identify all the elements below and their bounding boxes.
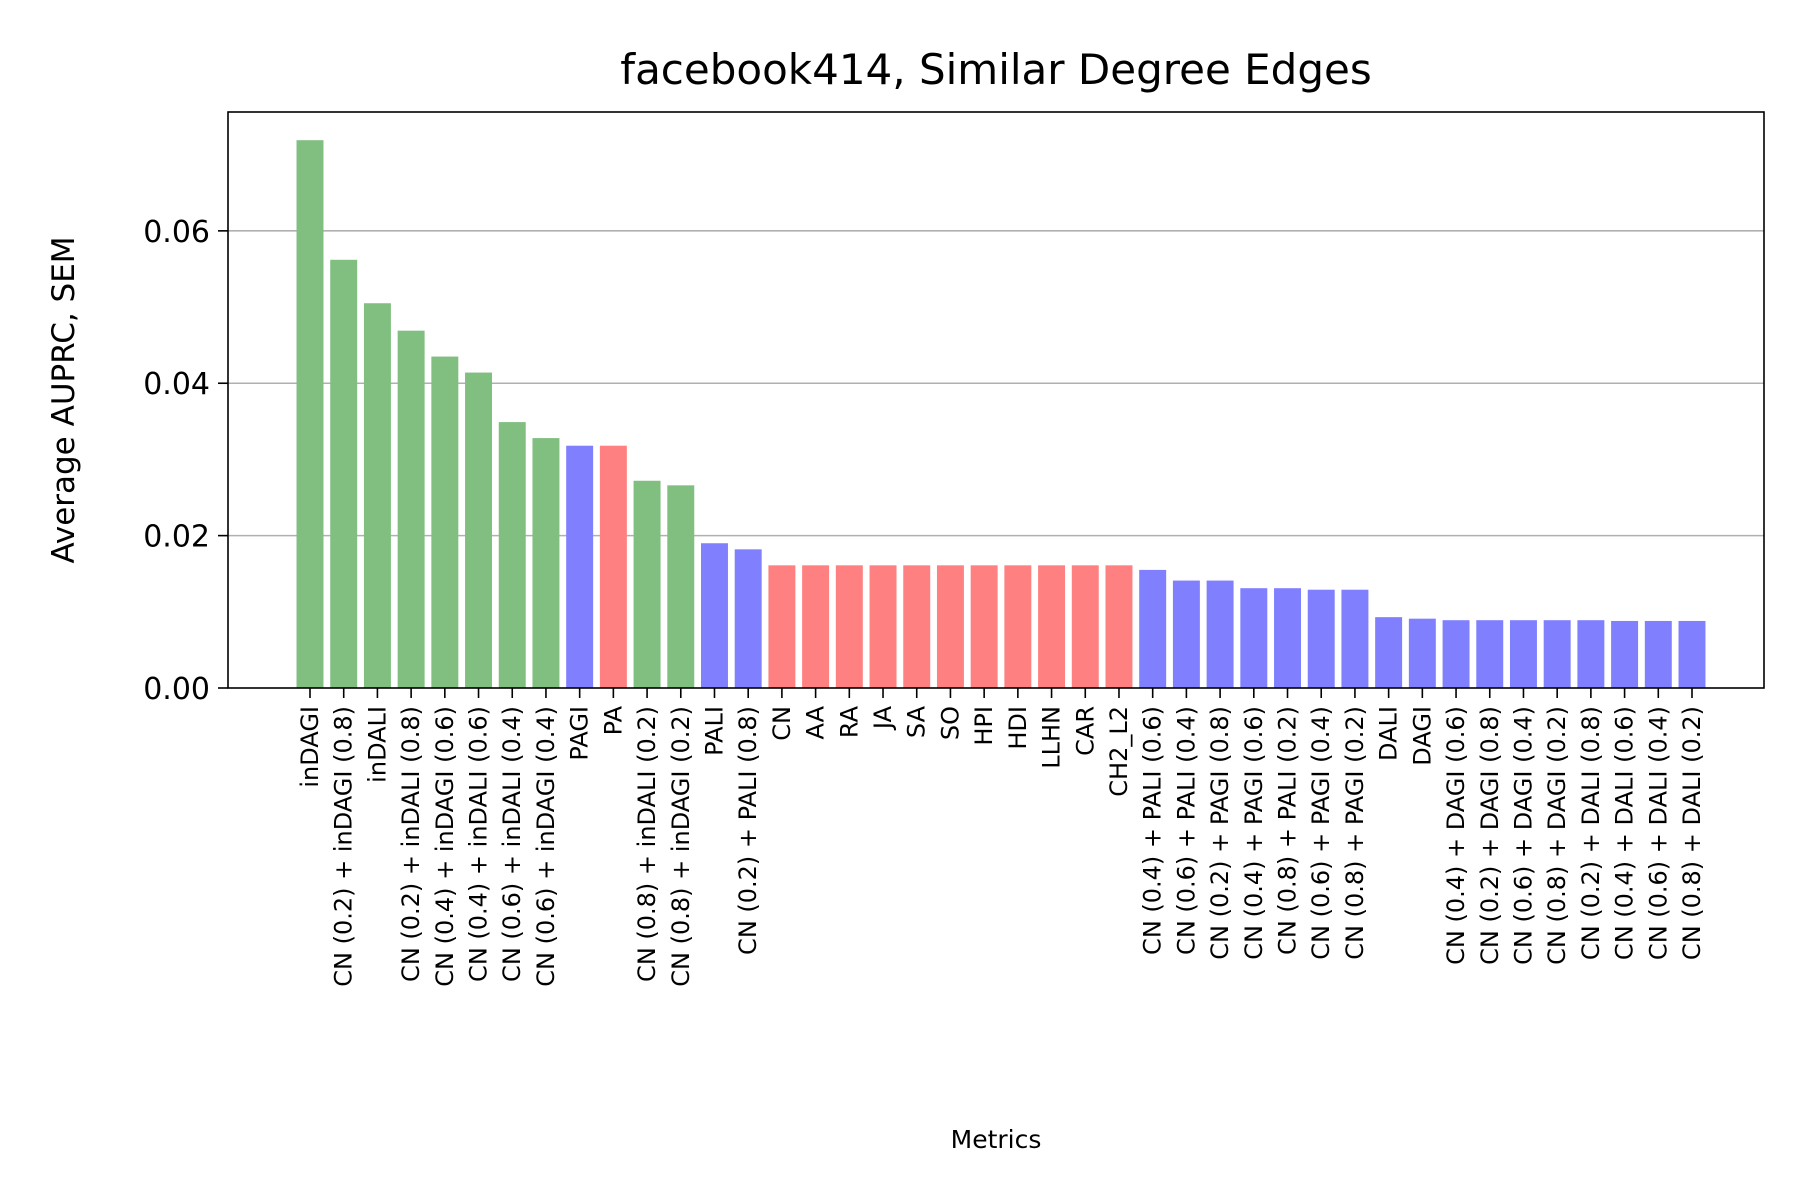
y-axis-ticks: 0.00 0.02 0.04 0.06	[143, 215, 228, 707]
x-tick-label: SO	[936, 706, 964, 740]
bar	[1038, 565, 1066, 688]
bar	[296, 140, 324, 688]
bar	[330, 259, 358, 688]
bar	[869, 565, 897, 688]
bar	[768, 565, 796, 688]
bar	[1172, 580, 1200, 688]
x-tick-label: CAR	[1071, 706, 1099, 756]
bar	[1139, 569, 1167, 688]
x-tick-label: CN (0.2) + inDALI (0.8)	[397, 706, 425, 982]
x-tick-label: PALI	[700, 706, 728, 756]
bar	[1375, 617, 1403, 688]
bar	[1071, 565, 1099, 688]
x-tick-label: AA	[802, 705, 830, 739]
x-tick-label: CN (0.2) + inDAGI (0.8)	[330, 706, 358, 987]
bar	[936, 565, 964, 688]
x-tick-label: inDALI	[363, 706, 391, 783]
x-axis-ticks: inDAGI CN (0.2) + inDAGI (0.8) inDALI CN (0…	[296, 688, 1706, 987]
bar	[802, 565, 830, 688]
bar	[566, 445, 594, 688]
x-tick-label: LLHN	[1038, 706, 1066, 769]
bar	[1105, 565, 1133, 688]
x-tick-label: HPI	[970, 706, 998, 746]
x-tick-label: CN (0.4) + PALI (0.6)	[1139, 706, 1167, 955]
bar	[970, 565, 998, 688]
bar	[532, 438, 560, 688]
bar	[1240, 588, 1268, 688]
bar	[1442, 620, 1470, 688]
x-tick-label: JA	[869, 705, 897, 731]
y-axis-label: Average AUPRC, SEM	[46, 236, 82, 563]
plot-frame	[227, 111, 1765, 689]
bar	[1509, 620, 1537, 688]
bar	[1543, 620, 1571, 688]
y-tick-label: 0.02	[143, 520, 210, 555]
bars	[296, 140, 1706, 688]
x-tick-label: SA	[903, 705, 931, 738]
x-tick-label: CN (0.6) + DAGI (0.4)	[1509, 706, 1537, 965]
bar	[1476, 620, 1504, 688]
y-tick-label: 0.00	[143, 672, 210, 707]
x-tick-label: RA	[835, 705, 863, 738]
x-tick-label: CN (0.8) + inDAGI (0.2)	[667, 706, 695, 987]
y-tick-label: 0.06	[143, 215, 210, 250]
bar	[431, 356, 459, 688]
x-tick-label: CN (0.6) + inDALI (0.4)	[498, 706, 526, 982]
bar	[1678, 620, 1706, 688]
x-tick-label: CN (0.8) + inDALI (0.2)	[633, 706, 661, 982]
bar	[734, 549, 762, 688]
x-tick-label: DALI	[1375, 706, 1403, 761]
x-tick-label: CN (0.6) + DALI (0.4)	[1644, 706, 1672, 960]
x-tick-label: CN (0.2) + PAGI (0.8)	[1206, 706, 1234, 960]
x-tick-label: CN (0.8) + PAGI (0.2)	[1341, 706, 1369, 960]
x-tick-label: CN (0.4) + DAGI (0.6)	[1442, 706, 1470, 965]
x-tick-label: CN (0.6) + PALI (0.4)	[1172, 706, 1200, 955]
bar	[1577, 620, 1605, 688]
bar	[397, 330, 425, 688]
bar	[701, 543, 728, 688]
x-tick-label: CN (0.6) + PAGI (0.4)	[1307, 706, 1335, 960]
x-tick-label: PA	[599, 705, 627, 735]
x-tick-label: CN (0.4) + inDALI (0.6)	[465, 706, 493, 982]
x-tick-label: CN (0.4) + DALI (0.6)	[1611, 706, 1639, 960]
bar	[363, 303, 391, 688]
bar	[1274, 588, 1301, 688]
bar	[835, 565, 863, 688]
x-tick-label: HDI	[1004, 706, 1032, 750]
y-tick-label: 0.04	[143, 367, 210, 402]
bar	[1341, 589, 1369, 688]
bar	[1206, 580, 1234, 688]
bar	[465, 372, 493, 688]
x-tick-label: CN	[768, 706, 796, 741]
x-tick-label: CN (0.2) + DAGI (0.8)	[1476, 706, 1504, 965]
x-tick-label: CN (0.2) + DALI (0.8)	[1577, 706, 1605, 960]
bar	[633, 480, 661, 688]
bar	[498, 422, 526, 688]
x-tick-label: CN (0.2) + PALI (0.8)	[734, 706, 762, 955]
bar	[1611, 620, 1639, 688]
x-axis-label: Metrics	[951, 1125, 1042, 1154]
bar	[1408, 618, 1436, 688]
x-tick-label: CN (0.8) + PALI (0.2)	[1274, 706, 1302, 955]
x-tick-label: CN (0.8) + DAGI (0.2)	[1543, 706, 1571, 965]
bar	[599, 445, 627, 688]
bar	[667, 485, 695, 688]
bar	[1307, 589, 1335, 688]
bar	[1004, 565, 1032, 688]
x-tick-label: CN (0.6) + inDAGI (0.4)	[532, 706, 560, 987]
chart-title: facebook414, Similar Degree Edges	[620, 45, 1371, 94]
x-tick-label: CN (0.8) + DALI (0.2)	[1678, 706, 1706, 960]
x-tick-label: PAGI	[566, 706, 594, 761]
x-tick-label: CH2_L2	[1105, 706, 1133, 797]
x-tick-label: DAGI	[1408, 706, 1436, 766]
bar	[903, 565, 931, 688]
x-tick-label: CN (0.4) + PAGI (0.6)	[1240, 706, 1268, 960]
x-tick-label: inDAGI	[296, 706, 324, 788]
x-tick-label: CN (0.4) + inDAGI (0.6)	[431, 706, 459, 987]
bar	[1644, 620, 1672, 688]
